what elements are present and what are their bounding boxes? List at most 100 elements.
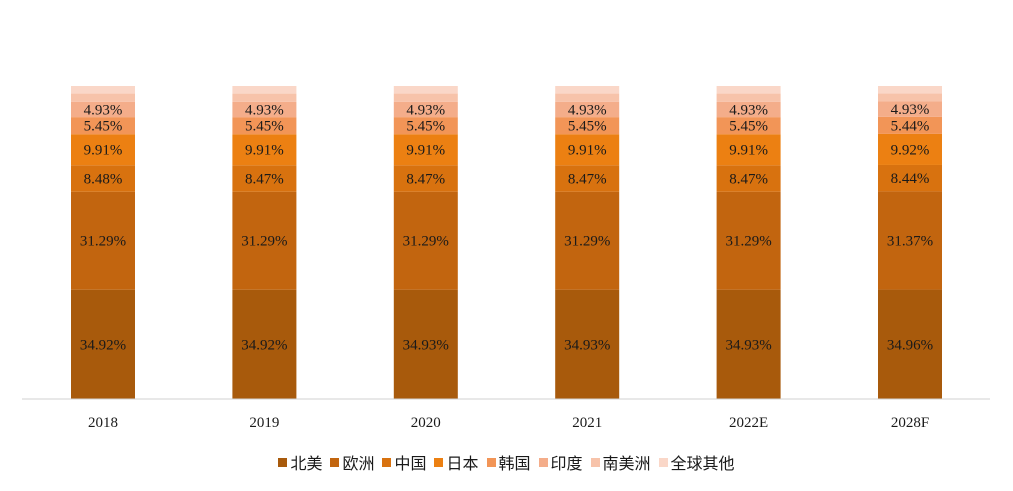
data-label: 8.47% (729, 171, 768, 187)
bar-segment (878, 116, 942, 134)
legend-label: 日本 (446, 454, 479, 473)
data-label: 9.91% (568, 143, 607, 159)
data-label: 5.45% (729, 119, 768, 135)
data-label: 4.93% (568, 102, 607, 118)
bar-segment (555, 134, 620, 166)
bar-segment (555, 165, 620, 192)
data-label: 34.93% (403, 337, 449, 353)
bar-segment (878, 191, 942, 290)
legend-label: 中国 (394, 454, 427, 473)
data-label: 34.93% (564, 337, 610, 353)
bar-segment (555, 289, 620, 399)
bar-segment (71, 191, 135, 290)
x-tick-label: 2028F (891, 415, 929, 431)
legend-swatch (434, 457, 444, 467)
bar-segment (232, 191, 297, 290)
data-label: 31.29% (403, 234, 449, 250)
bar-segment (878, 93, 942, 102)
data-label: 5.45% (245, 119, 284, 135)
data-label: 8.47% (406, 171, 445, 187)
bar-segment (878, 164, 942, 192)
legend-label: 北美 (290, 454, 323, 473)
bar-segment (716, 134, 781, 166)
bar-segment (71, 134, 135, 166)
data-label: 9.91% (406, 143, 445, 159)
data-label: 34.92% (80, 337, 126, 353)
bar-segment (71, 101, 135, 118)
bar-segment (393, 191, 458, 290)
x-tick-label: 2018 (88, 415, 118, 431)
data-label: 9.91% (245, 143, 284, 159)
bar-segment (232, 289, 297, 399)
legend-item: 日本 (434, 450, 479, 474)
bar-segment (716, 191, 781, 290)
data-label: 31.29% (725, 234, 771, 250)
data-label: 9.92% (891, 142, 930, 158)
bar-segment (555, 191, 620, 290)
legend-item: 全球其他 (658, 450, 735, 474)
bar-segment (393, 93, 458, 102)
bar-segment (878, 101, 942, 117)
data-label: 8.47% (245, 172, 284, 188)
x-tick-labels: 2018 2019 2020 2021 2022E 2028F (88, 415, 929, 431)
x-tick-label: 2020 (411, 415, 441, 431)
bar-segment (878, 289, 942, 399)
bars-group: 34.92%31.29%8.48%9.91%5.45%4.93%34.92%31… (71, 86, 942, 399)
legend-swatch (278, 457, 288, 467)
data-label: 8.48% (84, 171, 123, 187)
bar-segment (716, 101, 781, 118)
data-label: 4.93% (891, 102, 930, 118)
data-label: 8.44% (891, 171, 930, 187)
bar-segment (232, 101, 297, 118)
data-label: 5.45% (84, 119, 123, 135)
legend-label: 欧洲 (342, 454, 375, 473)
data-label: 5.44% (891, 118, 930, 134)
data-label: 4.93% (245, 102, 284, 118)
data-label: 31.37% (887, 233, 933, 249)
data-label: 31.29% (241, 234, 287, 250)
data-label: 34.92% (241, 337, 287, 353)
bar-segment (232, 134, 297, 166)
bar-segment (555, 93, 620, 102)
legend-label: 南美洲 (602, 454, 651, 473)
bar-segment (878, 86, 942, 94)
legend-swatch (658, 457, 668, 467)
legend-item: 印度 (538, 450, 583, 474)
bar-segment (71, 165, 135, 192)
bar-segment (716, 86, 781, 94)
bar-segment (232, 117, 297, 135)
bar-segment (393, 101, 458, 118)
data-label: 4.93% (406, 102, 445, 118)
data-label: 9.91% (84, 143, 123, 159)
legend-swatch (486, 457, 496, 467)
bar-segment (393, 117, 458, 135)
stacked-bar-chart: 34.92%31.29%8.48%9.91%5.45%4.93%34.92%31… (22, 86, 990, 431)
bar-segment (232, 165, 297, 192)
legend-swatch (590, 457, 600, 467)
legend-swatch (330, 457, 340, 467)
bar-segment (71, 86, 135, 94)
bar-segment (716, 117, 781, 135)
x-tick-label: 2022E (729, 415, 768, 431)
bar-segment (555, 101, 620, 118)
data-label: 9.91% (729, 143, 768, 159)
legend-label: 全球其他 (670, 454, 735, 473)
bar-segment (393, 134, 458, 166)
x-tick-label: 2019 (249, 415, 279, 431)
bar-segment (716, 289, 781, 399)
bar-segment (878, 133, 942, 165)
data-label: 31.29% (564, 234, 610, 250)
bar-segment (71, 289, 135, 399)
data-label: 4.93% (84, 102, 123, 118)
legend-swatch (382, 457, 392, 467)
legend-item: 南美洲 (590, 450, 651, 474)
legend-item: 欧洲 (330, 450, 374, 474)
legend-swatch (538, 457, 548, 467)
data-label: 4.93% (729, 102, 768, 118)
bar-segment (716, 165, 781, 192)
data-label: 8.47% (568, 171, 607, 187)
bar-segment (232, 93, 297, 102)
data-label: 31.29% (80, 234, 126, 250)
legend-item: 中国 (382, 450, 426, 474)
bar-segment (555, 86, 620, 94)
